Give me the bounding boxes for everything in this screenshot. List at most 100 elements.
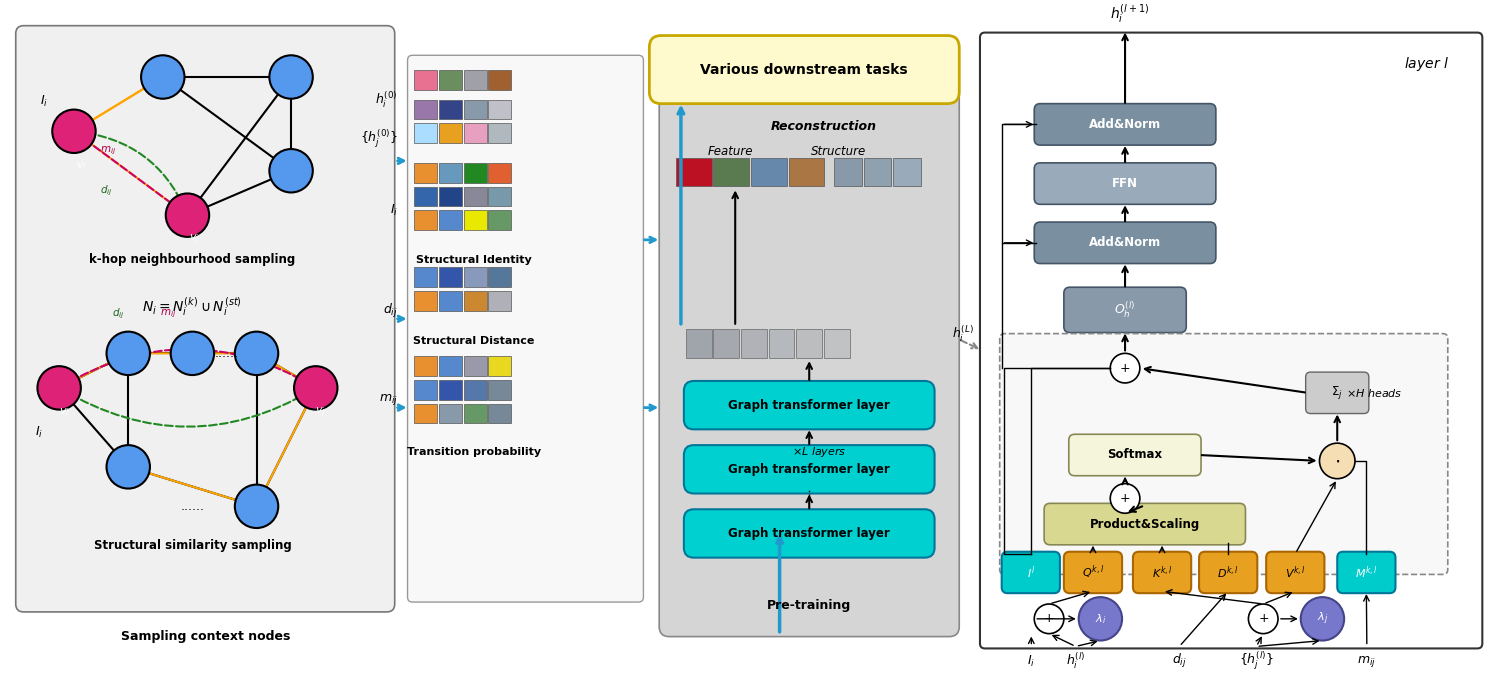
Text: $I_i$: $I_i$ xyxy=(389,203,398,218)
Bar xyxy=(464,163,487,182)
Text: $Q^{k,l}$: $Q^{k,l}$ xyxy=(1081,564,1104,581)
Circle shape xyxy=(141,55,185,99)
FancyBboxPatch shape xyxy=(15,26,395,612)
Text: $I_i$: $I_i$ xyxy=(41,94,48,109)
Text: ......: ...... xyxy=(180,500,204,513)
Bar xyxy=(751,158,787,186)
Bar xyxy=(488,380,511,400)
Bar xyxy=(415,356,437,376)
Text: $\{h_j^{(0)}\}$: $\{h_j^{(0)}\}$ xyxy=(359,128,398,150)
Bar xyxy=(796,328,822,358)
Text: $\times L$ layers: $\times L$ layers xyxy=(792,445,846,459)
Text: Various downstream tasks: Various downstream tasks xyxy=(700,63,909,77)
Bar xyxy=(488,186,511,207)
Bar xyxy=(464,291,487,311)
Circle shape xyxy=(171,332,215,375)
FancyBboxPatch shape xyxy=(683,445,934,493)
Circle shape xyxy=(107,332,150,375)
Text: $D^{k,l}$: $D^{k,l}$ xyxy=(1217,564,1239,581)
Circle shape xyxy=(1110,484,1140,513)
Bar xyxy=(439,356,461,376)
Bar xyxy=(834,158,862,186)
Circle shape xyxy=(269,55,312,99)
Text: $d_{ij}$: $d_{ij}$ xyxy=(1172,652,1187,670)
Bar xyxy=(769,328,795,358)
FancyBboxPatch shape xyxy=(1305,372,1368,413)
Bar xyxy=(488,163,511,182)
Bar xyxy=(439,100,461,119)
Text: $+$: $+$ xyxy=(1257,612,1269,625)
Text: Add&Norm: Add&Norm xyxy=(1089,118,1161,131)
Bar xyxy=(488,100,511,119)
Text: $m_{ij}$: $m_{ij}$ xyxy=(1358,653,1376,669)
FancyBboxPatch shape xyxy=(659,50,960,637)
Text: $\lambda_i$: $\lambda_i$ xyxy=(1095,612,1105,626)
Bar xyxy=(825,328,850,358)
Text: $I^l$: $I^l$ xyxy=(1027,564,1035,581)
Bar xyxy=(439,70,461,90)
Text: $K^{k,l}$: $K^{k,l}$ xyxy=(1152,564,1173,581)
Circle shape xyxy=(1078,597,1122,641)
Bar xyxy=(464,100,487,119)
Text: $+$: $+$ xyxy=(1044,612,1054,625)
FancyBboxPatch shape xyxy=(1063,552,1122,593)
Text: $d_{ij}$: $d_{ij}$ xyxy=(101,183,113,198)
Bar xyxy=(488,123,511,143)
FancyBboxPatch shape xyxy=(1002,552,1060,593)
FancyBboxPatch shape xyxy=(1069,434,1202,476)
Bar xyxy=(439,210,461,230)
Text: $\{h_j^{(l)}\}$: $\{h_j^{(l)}\}$ xyxy=(1239,650,1274,672)
Text: $O_h^{(l)}$: $O_h^{(l)}$ xyxy=(1114,299,1136,320)
FancyBboxPatch shape xyxy=(1044,503,1245,545)
Text: FFN: FFN xyxy=(1111,177,1139,190)
Bar xyxy=(439,404,461,423)
FancyBboxPatch shape xyxy=(407,55,643,602)
Bar xyxy=(415,70,437,90)
Text: $\times H$ heads: $\times H$ heads xyxy=(1346,387,1403,399)
Text: $h_i^{(0)}$: $h_i^{(0)}$ xyxy=(376,90,398,110)
Text: $h_i^{(l)}$: $h_i^{(l)}$ xyxy=(1066,651,1086,672)
Circle shape xyxy=(294,366,338,410)
Bar xyxy=(894,158,921,186)
Bar xyxy=(676,158,712,186)
Text: $m_{ij}$: $m_{ij}$ xyxy=(379,392,398,407)
Text: layer $l$: layer $l$ xyxy=(1403,55,1448,73)
Circle shape xyxy=(1319,443,1355,479)
Text: $M^{k,l}$: $M^{k,l}$ xyxy=(1355,564,1377,581)
Circle shape xyxy=(1301,597,1344,641)
Text: $v_i$: $v_i$ xyxy=(59,406,69,419)
Text: $v_j$: $v_j$ xyxy=(315,405,326,420)
Bar xyxy=(464,186,487,207)
Bar xyxy=(488,291,511,311)
Text: $\lambda_j$: $\lambda_j$ xyxy=(1317,610,1328,627)
Bar xyxy=(415,404,437,423)
Bar xyxy=(488,210,511,230)
FancyBboxPatch shape xyxy=(1337,552,1395,593)
Text: $+$: $+$ xyxy=(1119,361,1131,375)
Bar xyxy=(415,100,437,119)
Bar xyxy=(439,163,461,182)
Text: $h_i^{(L)}$: $h_i^{(L)}$ xyxy=(952,324,975,344)
Bar xyxy=(464,267,487,287)
Circle shape xyxy=(165,193,209,237)
Bar xyxy=(415,210,437,230)
Bar xyxy=(439,291,461,311)
Text: Structural Identity: Structural Identity xyxy=(416,254,532,264)
Text: $m_{ij}$: $m_{ij}$ xyxy=(159,308,176,320)
Text: Reconstruction: Reconstruction xyxy=(771,120,877,133)
Text: Graph transformer layer: Graph transformer layer xyxy=(728,398,891,412)
Text: $m_{ij}$: $m_{ij}$ xyxy=(101,145,117,157)
Text: Sampling context nodes: Sampling context nodes xyxy=(120,630,290,643)
Bar xyxy=(464,380,487,400)
FancyBboxPatch shape xyxy=(1199,552,1257,593)
Bar xyxy=(415,186,437,207)
Text: $h_i^{(l+1)}$: $h_i^{(l+1)}$ xyxy=(1110,3,1149,26)
Circle shape xyxy=(234,485,278,528)
FancyBboxPatch shape xyxy=(1035,222,1215,264)
Circle shape xyxy=(1248,604,1278,634)
Bar xyxy=(464,70,487,90)
Text: $N_i = N_i^{(k)} \cup N_i^{(st)}$: $N_i = N_i^{(k)} \cup N_i^{(st)}$ xyxy=(143,295,242,318)
Bar xyxy=(439,123,461,143)
Bar xyxy=(415,123,437,143)
Circle shape xyxy=(107,445,150,489)
